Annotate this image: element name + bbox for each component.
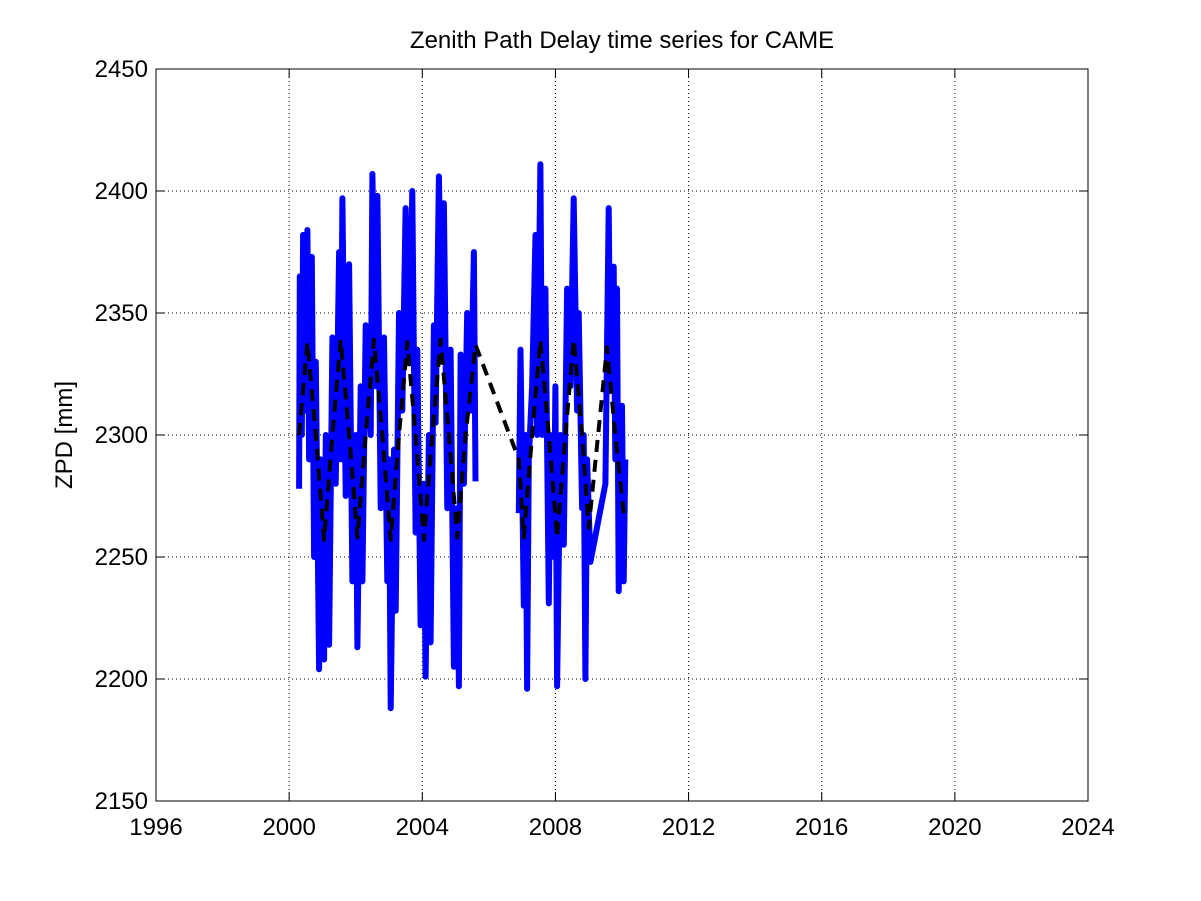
- y-tick-label: 2300: [95, 422, 148, 449]
- y-tick-label: 2450: [95, 56, 148, 83]
- x-tick-label: 2008: [529, 814, 582, 841]
- y-axis-label: ZPD [mm]: [51, 381, 78, 489]
- y-tick-label: 2400: [95, 178, 148, 205]
- x-tick-label: 1996: [129, 814, 182, 841]
- y-tick-label: 2150: [95, 788, 148, 815]
- data-line: [296, 161, 629, 712]
- y-tick-label: 2200: [95, 666, 148, 693]
- x-tick-label: 2016: [795, 814, 848, 841]
- x-tick-label: 2024: [1061, 814, 1114, 841]
- plot-frame: [155, 68, 1089, 802]
- x-tick-label: 2012: [662, 814, 715, 841]
- fit-line: [297, 337, 626, 542]
- chart-title: Zenith Path Delay time series for CAME: [410, 27, 834, 54]
- y-tick-label: 2350: [95, 300, 148, 327]
- x-tick-label: 2000: [262, 814, 315, 841]
- x-tick-label: 2004: [396, 814, 449, 841]
- y-tick-label: 2250: [95, 544, 148, 571]
- x-tick-label: 2020: [928, 814, 981, 841]
